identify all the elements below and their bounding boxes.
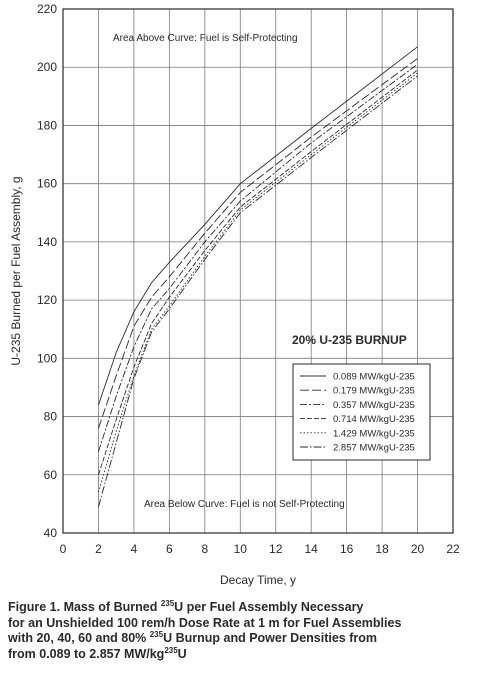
y-tick-label-6: 160 [37, 177, 57, 191]
x-tick-label-2: 4 [131, 542, 138, 556]
x-tick-label-1: 2 [95, 542, 102, 556]
y-tick-label-4: 120 [37, 293, 57, 307]
caption-line-3: with 20, 40, 60 and 80% 235U Burnup and … [8, 629, 378, 645]
plot-frame [62, 8, 454, 534]
caption-line-4: from 0.089 to 2.857 MW/kg235U [8, 645, 187, 661]
x-tick-label-6: 12 [269, 542, 283, 556]
legend-label-4: 1.429 MW/kgU-235 [333, 428, 415, 439]
series-lines [98, 46, 418, 507]
x-tick-label-0: 0 [60, 542, 67, 556]
x-tick-labels: 0 2 4 6 8 10 12 14 16 18 20 22 [60, 542, 460, 556]
legend-box [292, 363, 431, 461]
y-tick-label-5: 140 [37, 235, 57, 249]
caption-line-1: Figure 1. Mass of Burned 235U per Fuel A… [8, 598, 364, 614]
legend-label-3: 0.714 MW/kgU-235 [333, 414, 415, 425]
y-tick-label-0: 40 [44, 526, 58, 540]
y-tick-label-8: 200 [37, 60, 57, 74]
x-tick-label-7: 14 [305, 542, 319, 556]
x-tick-label-8: 16 [340, 542, 354, 556]
x-tick-label-3: 6 [166, 542, 173, 556]
series-line-0 [98, 46, 418, 406]
x-tick-label-9: 18 [375, 542, 389, 556]
y-axis-label: U-235 Burned per Fuel Assembly, g [9, 176, 23, 365]
y-tick-label-9: 220 [37, 2, 57, 16]
y-tick-label-2: 80 [44, 410, 58, 424]
figure-caption: Figure 1. Mass of Burned 235U per Fuel A… [8, 598, 473, 662]
annotation-above: Area Above Curve: Fuel is Self-Protectin… [113, 33, 298, 44]
legend-label-0: 0.089 MW/kgU-235 [333, 372, 415, 383]
x-tick-label-4: 8 [201, 542, 208, 556]
y-tick-label-3: 100 [37, 351, 57, 365]
x-axis-label: Decay Time, y [220, 573, 296, 587]
series-line-4 [98, 72, 418, 493]
burnup-label: 20% U-235 BURNUP [292, 333, 407, 347]
y-tick-label-7: 180 [37, 118, 57, 132]
x-tick-label-5: 10 [234, 542, 248, 556]
caption-line-2: for an Unshielded 100 rem/h Dose Rate at… [8, 615, 402, 630]
series-line-5 [98, 75, 418, 507]
annotation-below: Area Below Curve: Fuel is not Self-Prote… [144, 499, 345, 510]
legend-label-2: 0.357 MW/kgU-235 [333, 400, 415, 411]
legend-label-1: 0.179 MW/kgU-235 [333, 386, 415, 397]
legend: 0.089 MW/kgU-235 0.179 MW/kgU-235 0.357 MW… [292, 363, 431, 461]
x-tick-label-11: 22 [446, 542, 460, 556]
decay-chart: 0 2 4 6 8 10 12 14 16 18 20 22 40 60 80 100 120 140 160 18… [9, 2, 460, 587]
series-line-1 [98, 58, 418, 429]
series-line-2 [98, 63, 418, 452]
y-tick-labels: 40 60 80 100 120 140 160 180 200 220 [37, 2, 57, 540]
series-line-3 [98, 69, 418, 475]
legend-label-5: 2.857 MW/kgU-235 [333, 443, 415, 454]
x-tick-label-10: 20 [411, 542, 425, 556]
chart-grid [62, 8, 454, 534]
y-tick-label-1: 60 [44, 468, 58, 482]
